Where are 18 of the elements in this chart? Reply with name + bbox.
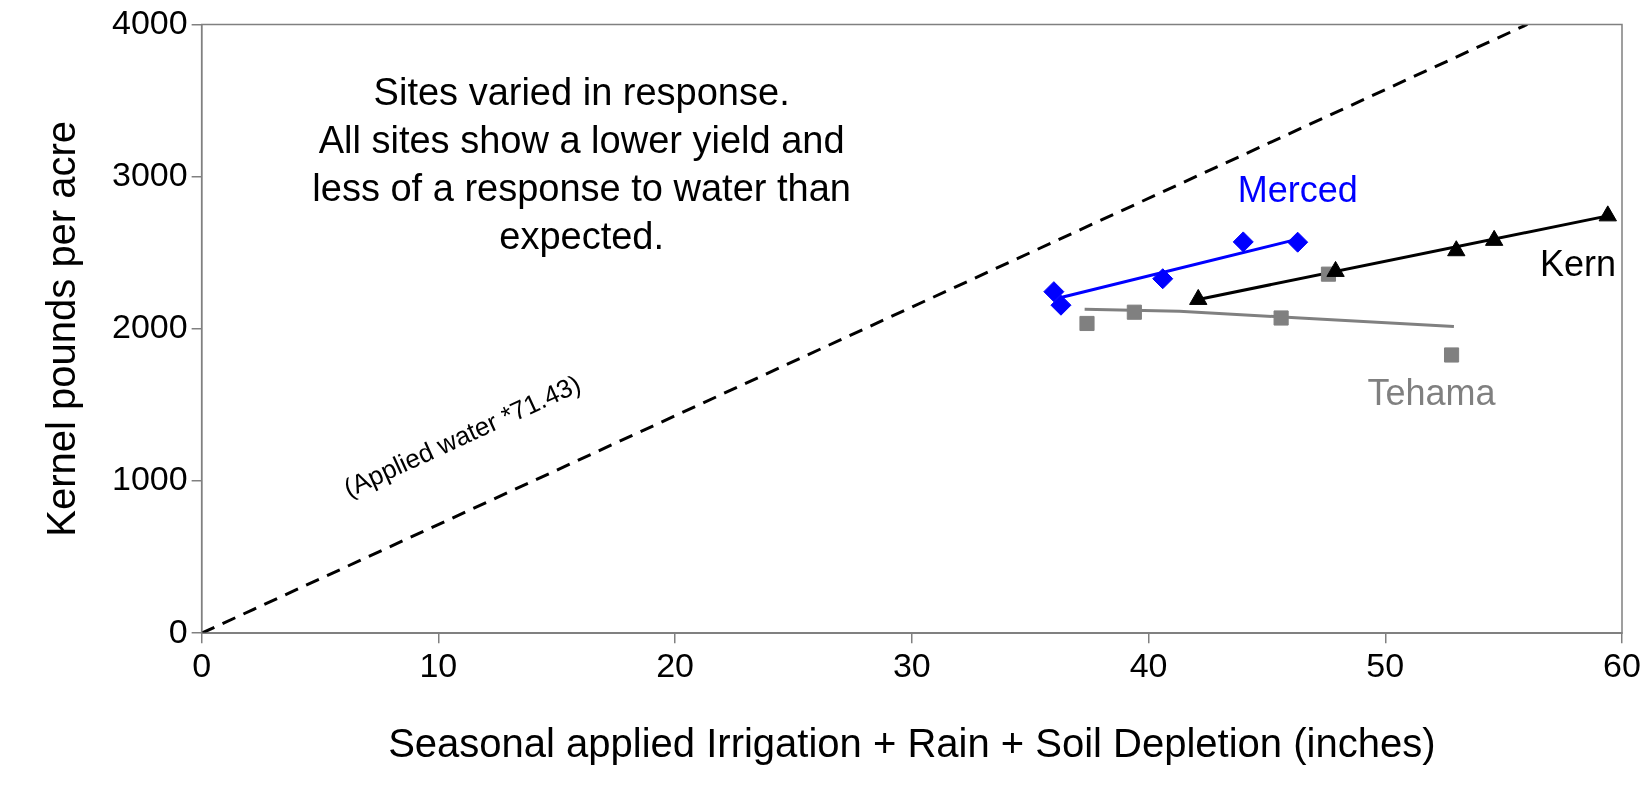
- x-tick-label: 60: [1603, 645, 1641, 684]
- annotation: Sites varied in response. All sites show a lower yield and less of a response to water than expected.: [312, 70, 851, 257]
- y-tick-label: 1000: [112, 459, 188, 498]
- series-label: Kern: [1539, 242, 1616, 284]
- x-tick-label: 40: [1129, 645, 1168, 684]
- y-tick-label: 2000: [112, 307, 188, 346]
- series-label: Merced: [1237, 169, 1358, 211]
- x-tick-label: 20: [656, 645, 695, 684]
- x-tick-label: 30: [892, 645, 931, 684]
- x-tick-label: 0: [192, 645, 212, 684]
- y-axis-title: Kernel pounds per acre: [39, 120, 84, 537]
- y-tick-label: 4000: [112, 2, 188, 41]
- y-tick-label: 0: [168, 611, 188, 650]
- y-tick-label: 3000: [112, 154, 188, 193]
- series-label: Tehama: [1367, 371, 1497, 413]
- x-tick-label: 10: [419, 645, 458, 684]
- x-tick-label: 50: [1366, 645, 1405, 684]
- x-axis-title: Seasonal applied Irrigation + Rain + Soil Depletion (inches): [388, 721, 1436, 766]
